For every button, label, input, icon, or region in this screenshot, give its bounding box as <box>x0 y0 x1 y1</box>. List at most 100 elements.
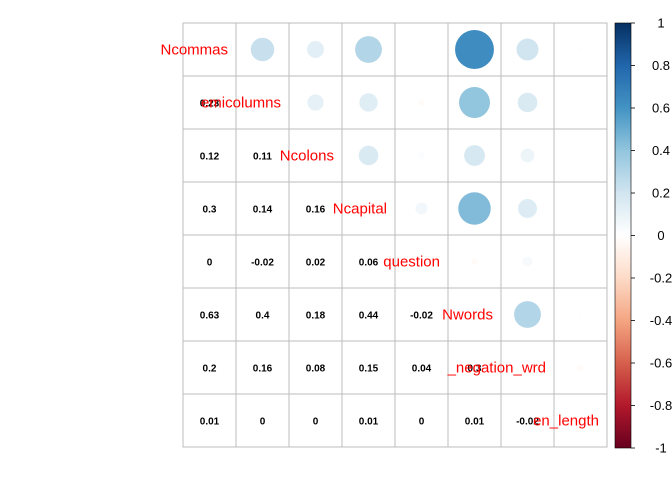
correlation-value: 0.2 <box>203 364 217 375</box>
matrix-cell <box>553 234 608 289</box>
correlation-circle <box>459 87 490 118</box>
correlation-circle <box>455 30 494 69</box>
correlation-circle <box>458 192 491 225</box>
matrix-cell <box>553 75 608 130</box>
matrix-cell <box>447 287 502 342</box>
correlation-value: 0.14 <box>253 205 273 216</box>
correlation-circle <box>359 93 378 112</box>
color-tick-label: 0.8 <box>652 58 670 73</box>
variable-label: question <box>383 254 440 271</box>
correlation-circle <box>358 145 379 166</box>
matrix-cell <box>182 340 237 395</box>
matrix-cell <box>500 393 555 448</box>
matrix-cell <box>182 181 237 236</box>
matrix-cell <box>182 393 237 448</box>
correlation-value: -0.02 <box>251 258 274 269</box>
matrix-cell <box>288 128 343 183</box>
correlation-value: 0.18 <box>306 311 326 322</box>
correlation-value: 0.16 <box>253 364 273 375</box>
color-tick-label: -0.8 <box>650 398 672 413</box>
matrix-cell <box>288 340 343 395</box>
correlation-circle <box>355 36 382 63</box>
correlation-value: 0.04 <box>412 364 432 375</box>
variable-label: Nwords <box>442 307 493 324</box>
correlation-circle <box>514 301 541 328</box>
correlation-value: 0 <box>313 417 319 428</box>
matrix-cell <box>288 393 343 448</box>
variable-label: en_length <box>533 413 599 430</box>
matrix-cell <box>341 287 396 342</box>
correlation-value: 0.3 <box>468 364 482 375</box>
color-tick-label: -0.6 <box>650 356 672 371</box>
matrix-cell <box>235 393 290 448</box>
correlation-value: 0 <box>419 417 425 428</box>
color-tick-label: -0.2 <box>650 271 672 286</box>
correlation-value: 0.11 <box>253 152 272 163</box>
correlation-value: 0 <box>260 417 266 428</box>
matrix-cell <box>235 128 290 183</box>
matrix-grid <box>182 22 608 448</box>
correlation-circle <box>516 38 539 61</box>
correlation-circle <box>522 256 533 267</box>
color-bar <box>614 22 632 449</box>
matrix-marks: 0.23 0.12 0.11 0.3 0.14 0.16 0 -0.02 0.02 0.06 0.6… <box>200 30 584 428</box>
variable-label: _negation_wrd <box>447 360 546 377</box>
correlation-value: 0.01 <box>359 417 379 428</box>
color-tick-label: 0.2 <box>652 186 670 201</box>
correlation-value: -0.02 <box>410 311 433 322</box>
correlation-value: 0.4 <box>256 311 270 322</box>
correlation-circle <box>307 94 324 111</box>
correlation-value: 0.12 <box>200 152 220 163</box>
diagonal-labels: Ncommas emicolumns Ncolons Ncapital question… <box>160 42 599 430</box>
correlation-value: -0.02 <box>516 417 539 428</box>
matrix-cell <box>235 340 290 395</box>
correlation-circle <box>464 145 485 166</box>
correlation-value: 0.15 <box>359 364 379 375</box>
color-tick-label: -0.4 <box>650 313 672 328</box>
variable-label: Ncolons <box>280 148 334 165</box>
color-tick-label: -1 <box>655 441 667 456</box>
matrix-cell <box>288 287 343 342</box>
correlation-value: 0.3 <box>203 205 217 216</box>
matrix-cell <box>500 75 555 130</box>
correlation-value: 0.06 <box>359 258 379 269</box>
variable-label: Ncapital <box>333 201 387 218</box>
correlation-circle <box>418 152 425 159</box>
matrix-cell <box>553 128 608 183</box>
matrix-cell <box>394 340 449 395</box>
matrix-cell <box>394 22 449 77</box>
color-tick-label: 0.6 <box>652 101 670 116</box>
matrix-cell <box>341 181 396 236</box>
correlation-circle <box>517 92 538 113</box>
correlation-circle <box>578 47 583 52</box>
correlation-value: 0.44 <box>359 311 379 322</box>
matrix-cell <box>235 181 290 236</box>
correlation-value: 0 <box>207 258 213 269</box>
correlation-circle <box>520 148 535 163</box>
correlation-value: 0.01 <box>200 417 220 428</box>
variable-label: Ncommas <box>160 42 228 59</box>
matrix-cell <box>553 393 608 448</box>
matrix-cell <box>394 393 449 448</box>
matrix-cell <box>341 340 396 395</box>
correlation-value: 0.01 <box>465 417 485 428</box>
correlation-circle <box>307 41 324 58</box>
correlation-circle <box>250 37 275 62</box>
correlation-circle <box>577 364 584 371</box>
color-legend: 1 0.8 0.6 0.4 0.2 0 -0.2 -0.4 -0.6 -0.8 -1 <box>614 16 672 456</box>
matrix-cell <box>182 22 237 77</box>
matrix-cell <box>341 393 396 448</box>
variable-label: emicolumns <box>201 95 281 112</box>
correlation-value: 0.63 <box>200 311 220 322</box>
matrix-cell <box>182 287 237 342</box>
correlation-circle <box>518 199 537 218</box>
correlation-circle <box>578 206 583 211</box>
color-tick-label: 0 <box>657 228 664 243</box>
matrix-cell <box>500 340 555 395</box>
color-tick-label: 0.4 <box>652 143 670 158</box>
correlation-circle <box>578 312 583 317</box>
correlation-value: 0.16 <box>306 205 326 216</box>
matrix-cell <box>447 340 502 395</box>
matrix-cell <box>235 234 290 289</box>
